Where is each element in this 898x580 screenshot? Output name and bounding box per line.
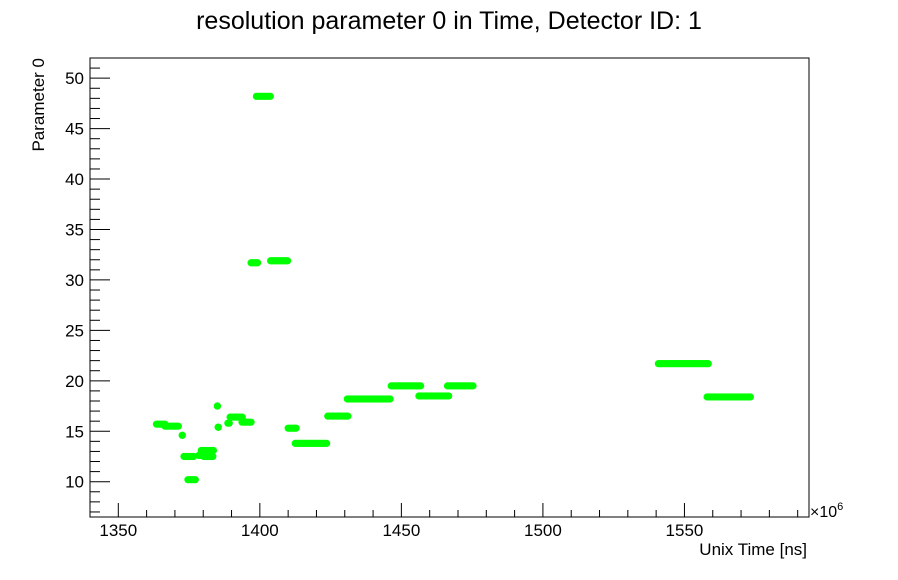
data-point bbox=[266, 92, 274, 100]
x-multiplier-exponent: 6 bbox=[837, 501, 843, 513]
y-tick-label: 35 bbox=[65, 220, 84, 239]
data-point bbox=[191, 476, 199, 484]
x-tick-label: 1450 bbox=[382, 521, 420, 540]
x-tick-label: 1400 bbox=[241, 521, 279, 540]
x-axis-label: Unix Time [ns] bbox=[699, 540, 807, 559]
y-tick-label: 45 bbox=[65, 120, 84, 139]
y-tick-label: 15 bbox=[65, 422, 84, 441]
data-point bbox=[417, 382, 425, 390]
y-axis-label: Parameter 0 bbox=[29, 58, 48, 152]
y-tick-label: 50 bbox=[65, 69, 84, 88]
plot-frame bbox=[89, 57, 810, 518]
points-layer bbox=[152, 92, 755, 484]
y-tick-label: 10 bbox=[65, 473, 84, 492]
data-point bbox=[253, 259, 262, 267]
y-tick-label: 40 bbox=[65, 170, 84, 189]
x-tick-label: 1350 bbox=[99, 521, 137, 540]
y-tick-label: 25 bbox=[65, 321, 84, 340]
data-point bbox=[209, 446, 218, 455]
data-point bbox=[214, 423, 222, 431]
data-point bbox=[292, 424, 300, 432]
y-tick-label: 30 bbox=[65, 271, 84, 290]
data-point bbox=[225, 419, 233, 427]
data-point bbox=[469, 382, 477, 390]
data-point bbox=[323, 439, 331, 447]
x-axis-multiplier: ×106 bbox=[810, 501, 843, 521]
data-point bbox=[209, 452, 217, 461]
data-point bbox=[174, 422, 182, 430]
data-point bbox=[386, 395, 394, 403]
data-point bbox=[283, 257, 292, 265]
x-tick-label: 1500 bbox=[524, 521, 562, 540]
data-point bbox=[247, 418, 255, 426]
chart-title: resolution parameter 0 in Time, Detector… bbox=[196, 7, 702, 35]
axes-layer: 10 15 20 25 30 35 40 45 50 1350 1400 1450 1500 1550 bbox=[65, 57, 799, 540]
data-point bbox=[344, 412, 352, 420]
y-tick-label: 20 bbox=[65, 372, 84, 391]
data-point bbox=[178, 431, 186, 439]
x-tick-label: 1550 bbox=[666, 521, 704, 540]
x-multiplier-base: ×10 bbox=[810, 504, 837, 521]
data-point bbox=[445, 392, 453, 400]
data-point bbox=[746, 393, 755, 401]
data-point bbox=[213, 402, 221, 410]
data-point bbox=[704, 360, 712, 368]
